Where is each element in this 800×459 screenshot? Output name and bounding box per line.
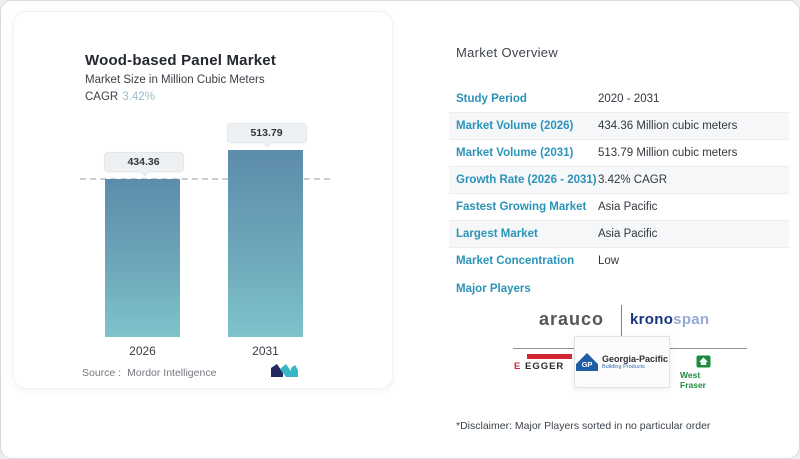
- table-row: Growth Rate (2026 - 2031) 3.42% CAGR: [449, 166, 789, 193]
- bar-chart: 434.36 2026 513.79 2031: [80, 123, 332, 362]
- row-value: 3.42% CAGR: [598, 174, 668, 186]
- west-fraser-name: West Fraser: [680, 370, 706, 390]
- value-label-2031: 513.79: [226, 123, 307, 143]
- chart-subtitle: Market Size in Million Cubic Meters: [85, 74, 265, 86]
- row-label: Study Period: [456, 92, 527, 105]
- georgia-pacific-icon: GP: [575, 353, 598, 371]
- kronospan-logo-light: span: [673, 311, 710, 328]
- overview-table: Study Period 2020 - 2031 Market Volume (20…: [449, 85, 789, 274]
- georgia-pacific-name: Georgia-Pacific: [601, 354, 669, 364]
- overview-heading: Market Overview: [456, 45, 559, 60]
- category-label-2031: 2031: [252, 344, 279, 358]
- georgia-pacific-logo: GP Georgia-Pacific Building Products: [574, 336, 670, 388]
- egger-logo-text: EGGER: [524, 361, 565, 372]
- row-label: Market Volume (2031): [456, 147, 574, 159]
- row-value: 2020 - 2031: [598, 92, 660, 105]
- row-value: 434.36 Million cubic meters: [598, 120, 738, 132]
- table-row: Study Period 2020 - 2031: [449, 85, 789, 112]
- disclaimer-text: *Disclaimer: Major Players sorted in no …: [456, 420, 711, 432]
- mordor-intelligence-logo: [271, 364, 298, 377]
- row-label: Growth Rate (2026 - 2031): [456, 174, 597, 186]
- chart-title: Wood-based Panel Market: [85, 52, 277, 69]
- cagr-value: 3.42%: [122, 91, 155, 103]
- kronospan-logo-bold: krono: [630, 311, 674, 328]
- players-divider-vertical: [621, 305, 622, 337]
- egger-logo-e: E: [514, 361, 522, 372]
- row-label: Fastest Growing Market: [456, 201, 587, 213]
- cagr-label: CAGR: [85, 91, 119, 103]
- chart-card: Wood-based Panel Market Market Size in M…: [13, 11, 393, 389]
- bar-2031: [228, 150, 303, 337]
- source-line: Source : Mordor Intelligence: [82, 367, 216, 379]
- table-row: Fastest Growing Market Asia Pacific: [449, 193, 789, 220]
- west-fraser-logo: West Fraser: [680, 355, 726, 390]
- bar-2026: [105, 179, 180, 337]
- row-label: Market Concentration: [456, 255, 575, 267]
- row-label: Largest Market: [456, 228, 538, 240]
- value-label-2026: 434.36: [103, 152, 184, 172]
- west-fraser-icon: [696, 355, 710, 368]
- major-players-label: Major Players: [456, 283, 531, 295]
- table-row: Market Volume (2031) 513.79 Million cubic…: [449, 139, 789, 166]
- cagr-line: CAGR 3.42%: [85, 91, 155, 103]
- table-row: Market Concentration Low: [449, 247, 789, 274]
- kronospan-logo: kronospan: [630, 311, 709, 328]
- egger-logo: E EGGER: [514, 354, 572, 372]
- table-row: Market Volume (2026) 434.36 Million cubic…: [449, 112, 789, 139]
- source-value: Mordor Intelligence: [127, 367, 217, 379]
- georgia-pacific-subtitle: Building Products: [601, 364, 645, 370]
- source-label: Source :: [82, 367, 122, 379]
- row-value: Asia Pacific: [598, 201, 658, 213]
- row-label: Market Volume (2026): [456, 120, 574, 132]
- egger-red-bar: [527, 354, 572, 359]
- row-value: Asia Pacific: [598, 228, 658, 240]
- reference-dashed-line: [80, 178, 330, 180]
- row-value: Low: [598, 255, 620, 267]
- table-row: Largest Market Asia Pacific: [449, 220, 789, 247]
- arauco-logo: arauco: [539, 309, 605, 329]
- row-value: 513.79 Million cubic meters: [598, 147, 738, 159]
- category-label-2026: 2026: [129, 344, 156, 358]
- players-divider-right: [668, 348, 747, 349]
- players-divider-left: [513, 348, 574, 349]
